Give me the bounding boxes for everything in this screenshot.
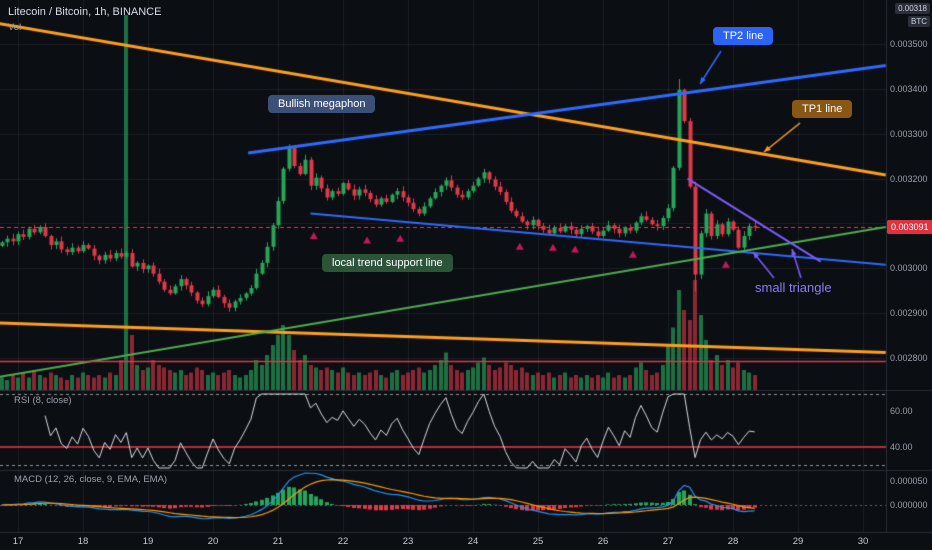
- price-tick-label: 0.003000: [890, 263, 928, 274]
- time-tick-label: 22: [337, 536, 349, 547]
- time-tick-label: 21: [272, 536, 284, 547]
- triangle-label[interactable]: small triangle: [755, 280, 832, 295]
- rsi-tick-label: 40.00: [890, 442, 913, 452]
- price-tick-label: 0.002900: [890, 308, 928, 319]
- price-tick-label: 0.003300: [890, 128, 928, 139]
- symbol-title[interactable]: Litecoin / Bitcoin, 1h, BINANCE: [8, 6, 162, 18]
- axis-unit-badge: BTC: [908, 16, 930, 27]
- time-tick-label: 19: [142, 536, 154, 547]
- time-tick-label: 29: [792, 536, 804, 547]
- time-tick-label: 26: [597, 536, 609, 547]
- time-tick-label: 18: [77, 536, 89, 547]
- axis-price-badge: 0.00318: [895, 3, 930, 14]
- time-tick-label: 17: [12, 536, 24, 547]
- support-label[interactable]: local trend support line: [322, 254, 453, 272]
- time-tick-label: 25: [532, 536, 544, 547]
- time-tick-label: 28: [727, 536, 739, 547]
- megaphone-label[interactable]: Bullish megaphon: [268, 95, 376, 113]
- macd-tick-label: 0.000050: [890, 476, 928, 486]
- rsi-legend[interactable]: RSI (8, close): [14, 395, 72, 406]
- price-tick-label: 0.003200: [890, 173, 928, 184]
- time-tick-label: 20: [207, 536, 219, 547]
- price-tick-label: 0.003500: [890, 39, 928, 49]
- current-price-badge: 0.003091: [887, 220, 932, 235]
- price-tick-label: 0.002800: [890, 352, 928, 363]
- time-tick-label: 24: [467, 536, 479, 547]
- time-tick-label: 27: [662, 536, 674, 547]
- tp2-label[interactable]: TP2 line: [713, 27, 774, 45]
- rsi-tick-label: 60.00: [890, 406, 913, 416]
- price-tick-label: 0.003400: [890, 83, 928, 94]
- macd-legend[interactable]: MACD (12, 26, close, 9, EMA, EMA): [14, 474, 168, 485]
- macd-tick-label: 0.000000: [890, 500, 928, 510]
- tp1-label[interactable]: TP1 line: [792, 100, 853, 118]
- time-tick-label: 30: [857, 536, 869, 547]
- volume-legend[interactable]: Vol: [8, 22, 22, 33]
- time-tick-label: 23: [402, 536, 414, 547]
